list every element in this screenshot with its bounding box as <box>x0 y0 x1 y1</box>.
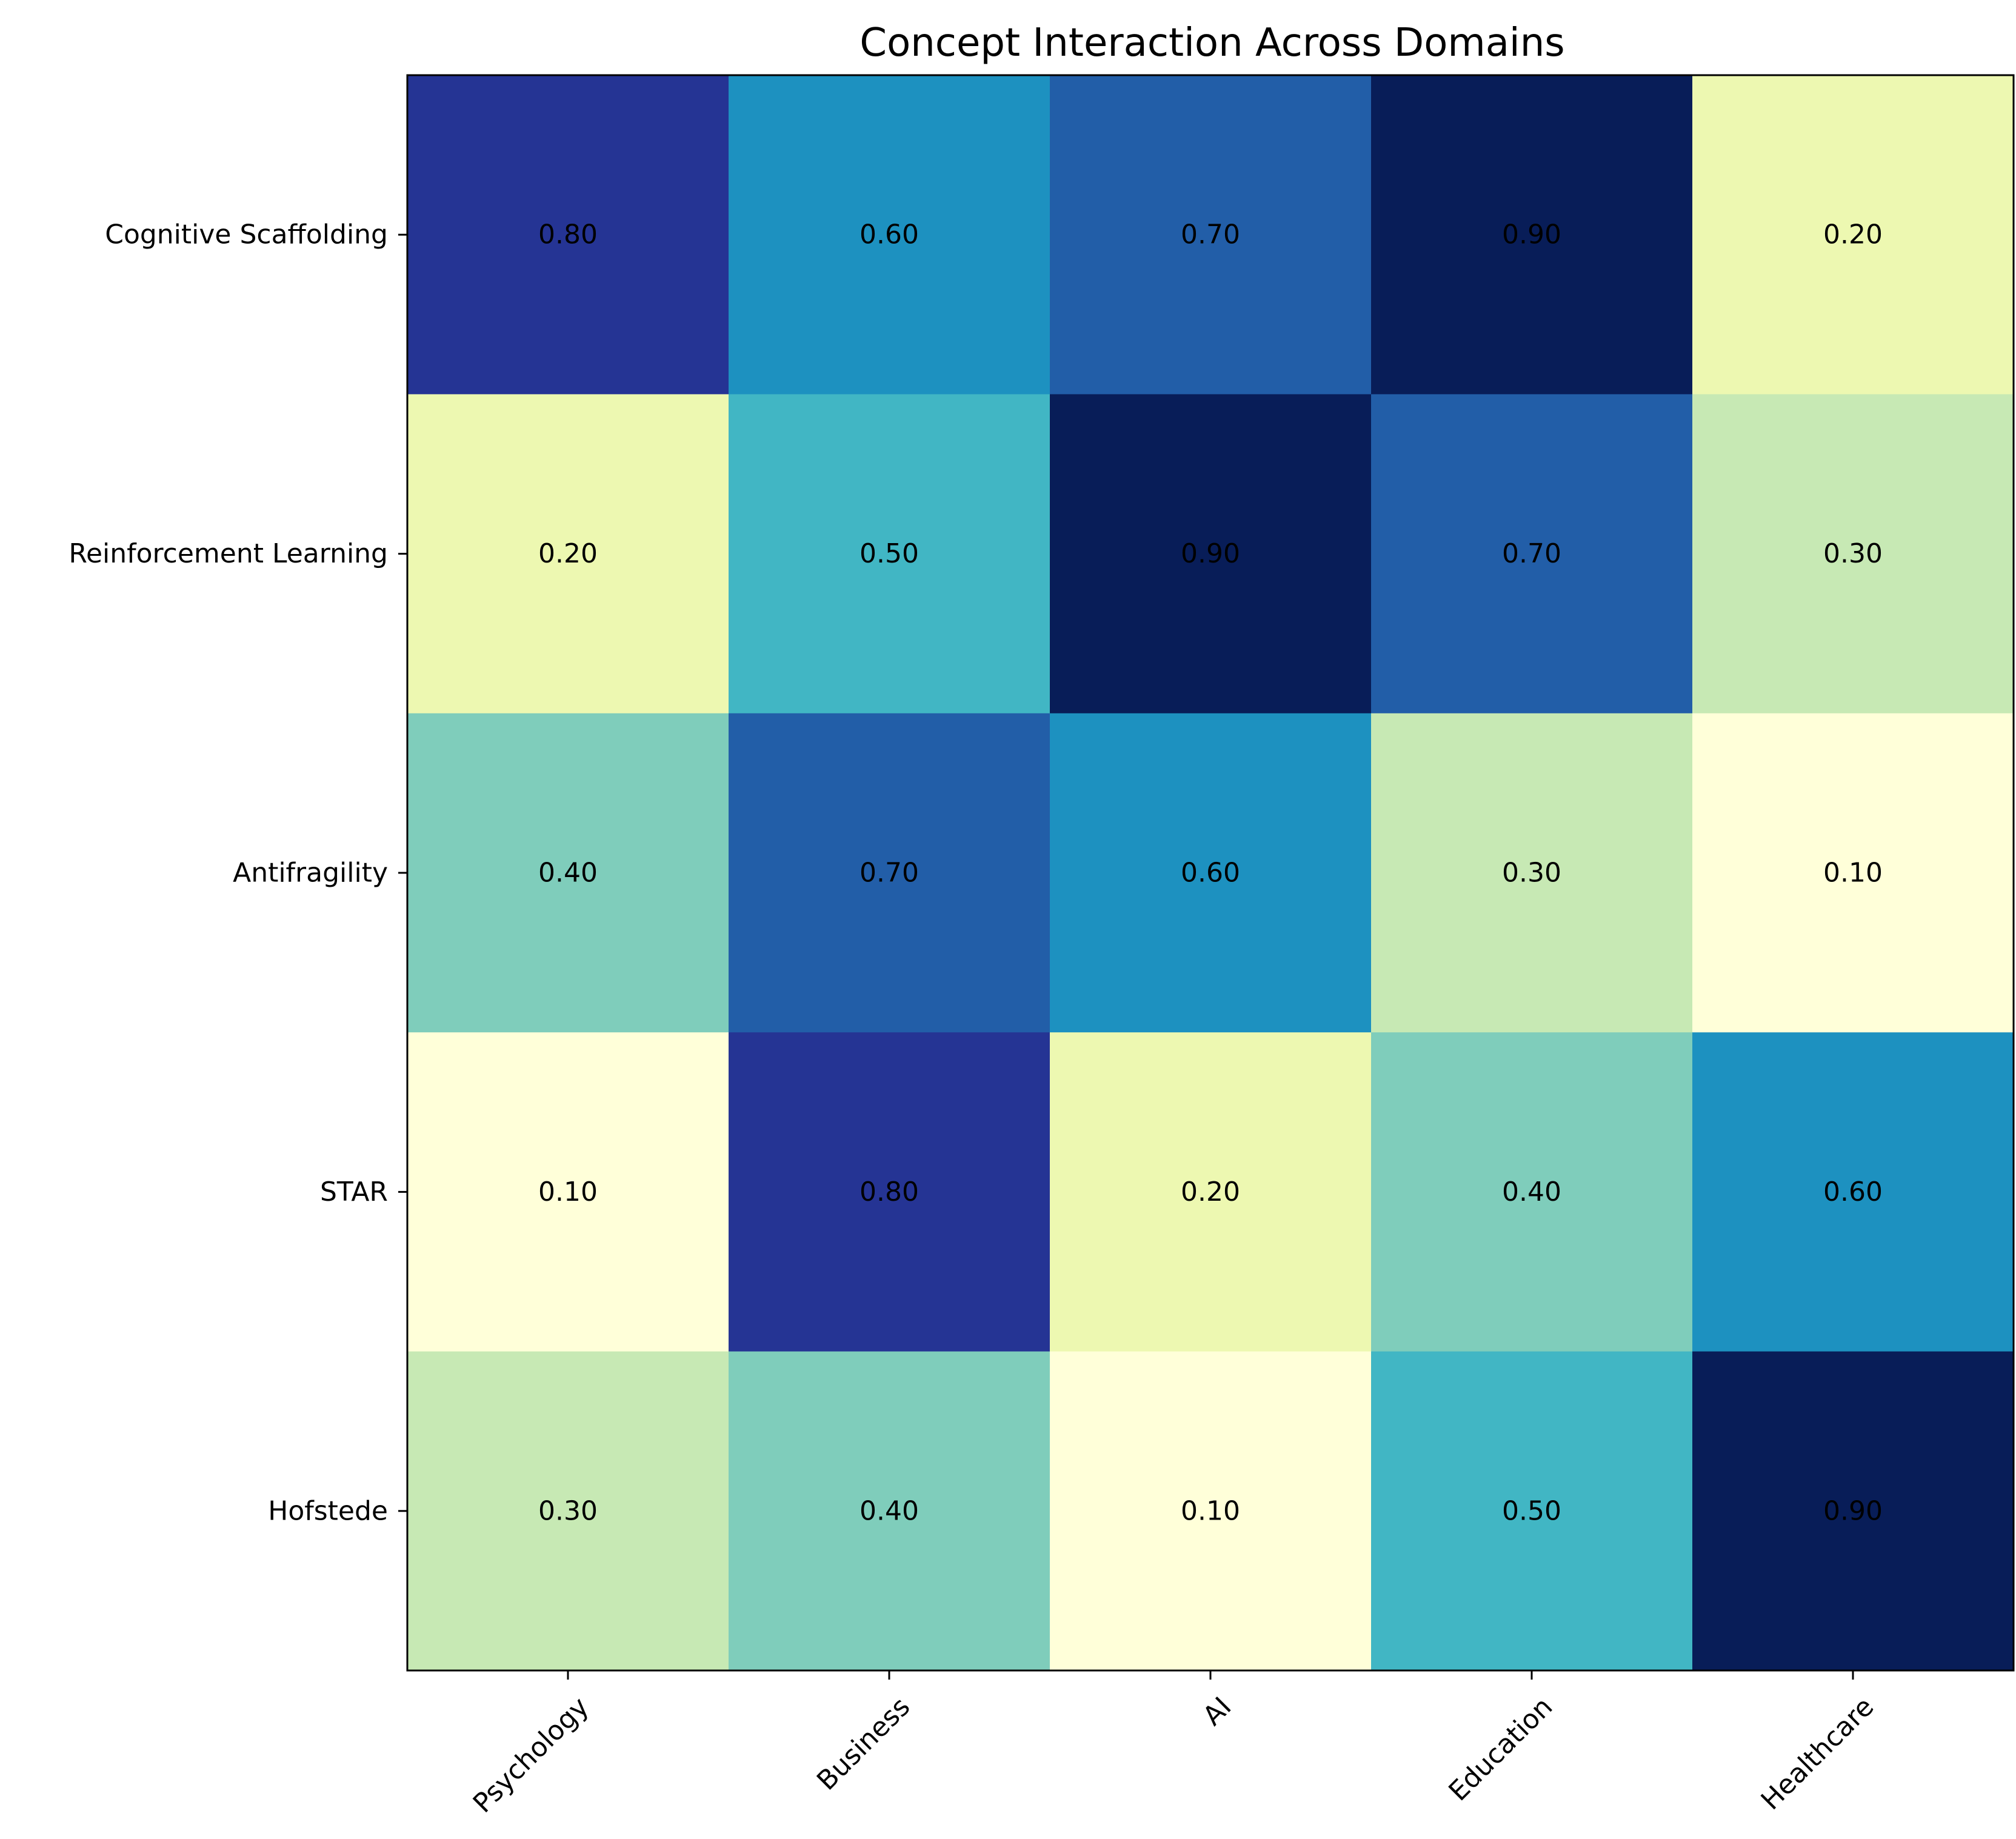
heatmap-cell <box>1692 394 2014 714</box>
cell-value-label: 0.30 <box>1823 538 1883 569</box>
heatmap-cell <box>729 75 1050 395</box>
cell-value-label: 0.80 <box>859 1176 919 1207</box>
heatmap-cells <box>407 75 2014 1671</box>
heatmap-cell <box>729 394 1050 714</box>
heatmap-cell <box>729 713 1050 1033</box>
heatmap-cell <box>1050 1351 1372 1671</box>
heatmap-cell <box>1371 1032 1693 1352</box>
y-tick-label: Antifragility <box>233 858 388 889</box>
cell-value-label: 0.90 <box>1502 219 1561 250</box>
cell-value-label: 0.10 <box>1823 858 1883 889</box>
cell-value-label: 0.70 <box>1181 219 1240 250</box>
y-tick-label: STAR <box>320 1176 388 1207</box>
chart-title: Concept Interaction Across Domains <box>859 21 1564 65</box>
heatmap-cell <box>1692 75 2014 395</box>
y-axis: Cognitive Scaffolding Reinforcement Learn… <box>68 219 407 1526</box>
y-tick-label: Hofstede <box>268 1495 388 1526</box>
heatmap-cell <box>1692 1032 2014 1352</box>
cell-value-label: 0.30 <box>538 1495 598 1526</box>
heatmap-cell <box>1050 394 1372 714</box>
heatmap-cell <box>1050 1032 1372 1352</box>
cell-value-label: 0.60 <box>1181 858 1240 889</box>
cell-value-label: 0.90 <box>1823 1495 1883 1526</box>
heatmap-cell <box>407 1351 729 1671</box>
cell-value-label: 0.70 <box>859 858 919 889</box>
heatmap-cell <box>407 394 729 714</box>
cell-value-label: 0.60 <box>859 219 919 250</box>
heatmap-cell <box>407 1032 729 1352</box>
y-tick-label: Reinforcement Learning <box>68 538 388 569</box>
cell-value-label: 0.70 <box>1502 538 1561 569</box>
cell-value-label: 0.90 <box>1181 538 1240 569</box>
cell-value-label: 0.50 <box>1502 1495 1561 1526</box>
heatmap-cell <box>1371 713 1693 1033</box>
cell-value-label: 0.80 <box>538 219 598 250</box>
cell-value-label: 0.20 <box>538 538 598 569</box>
heatmap-cell <box>729 1351 1050 1671</box>
heatmap-cell <box>1692 713 2014 1033</box>
cell-value-label: 0.60 <box>1823 1176 1883 1207</box>
heatmap-cell <box>1371 1351 1693 1671</box>
cell-value-label: 0.40 <box>538 858 598 889</box>
heatmap-cell <box>407 713 729 1033</box>
cell-value-label: 0.20 <box>1181 1176 1240 1207</box>
heatmap-cell <box>729 1032 1050 1352</box>
y-tick-label: Cognitive Scaffolding <box>105 219 388 250</box>
cell-value-label: 0.20 <box>1823 219 1883 250</box>
heatmap-cell-labels: 0.80 0.60 0.70 0.90 0.20 0.20 0.50 0.90 0.70 0.30… <box>538 219 1883 1527</box>
heatmap-cell <box>1050 75 1372 395</box>
heatmap-cell <box>407 75 729 395</box>
heatmap-cell <box>1692 1351 2014 1671</box>
cell-value-label: 0.40 <box>859 1495 919 1526</box>
plot-frame <box>406 74 2015 1672</box>
cell-value-label: 0.10 <box>538 1176 598 1207</box>
cell-value-label: 0.40 <box>1502 1176 1561 1207</box>
cell-value-label: 0.50 <box>859 538 919 569</box>
heatmap-cell <box>1371 394 1693 714</box>
heatmap-cell <box>1371 75 1693 395</box>
cell-value-label: 0.10 <box>1181 1495 1240 1526</box>
heatmap-cell <box>1050 713 1372 1033</box>
cell-value-label: 0.30 <box>1502 858 1561 889</box>
